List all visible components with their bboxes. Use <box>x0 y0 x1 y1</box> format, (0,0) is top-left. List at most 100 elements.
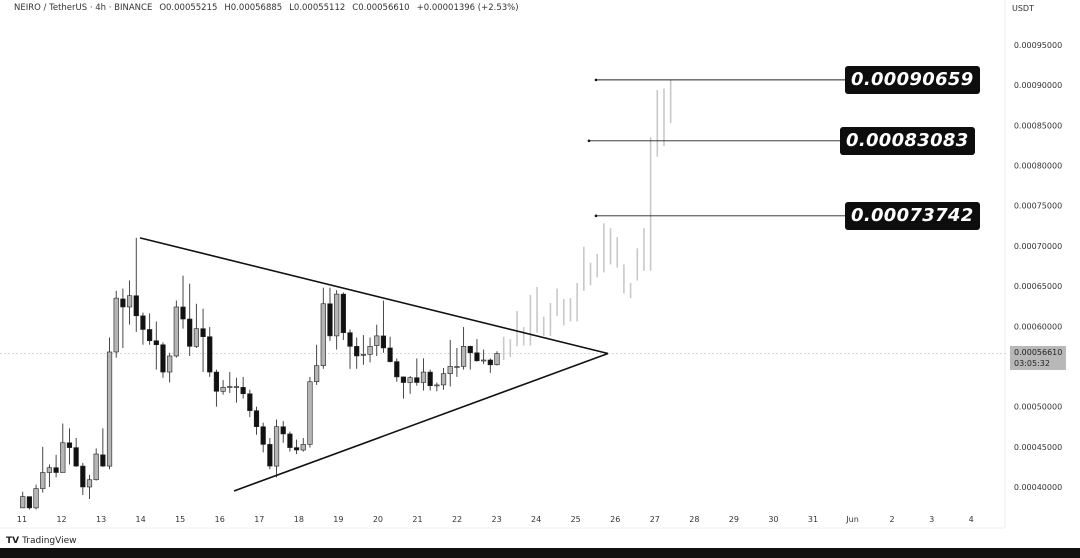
candle-bear <box>26 496 32 509</box>
candle-bull <box>106 351 113 467</box>
bar-countdown: 03:05:32 <box>1014 359 1050 368</box>
candle-bull <box>440 373 447 386</box>
candle-bull <box>434 384 440 387</box>
ohlc-low: L0.00055112 <box>289 3 346 13</box>
x-tick-label: 2 <box>890 515 895 524</box>
candle-bull <box>46 467 53 473</box>
y-tick-label: 0.00095000 <box>1014 41 1062 50</box>
candle-bear <box>120 298 126 308</box>
x-tick-label: 26 <box>610 515 620 524</box>
candle-bull <box>93 453 99 481</box>
candle-bull <box>227 386 233 388</box>
current-price-label: 0.00056610 03:05:32 <box>1010 346 1066 370</box>
candle-bear <box>253 410 260 428</box>
candle-bull <box>167 355 173 373</box>
candle-bull <box>300 444 306 451</box>
y-tick-label: 0.00060000 <box>1014 322 1062 331</box>
candle-bear <box>66 442 73 448</box>
candle-bear <box>153 340 159 346</box>
y-tick-label: 0.00065000 <box>1014 282 1062 291</box>
candle-bear <box>380 335 387 349</box>
y-tick-label: 0.00075000 <box>1014 202 1062 211</box>
currency-button[interactable]: USDT <box>1012 4 1034 13</box>
y-tick-label: 0.00085000 <box>1014 121 1062 130</box>
bottom-bar <box>0 548 1080 558</box>
candle-bear <box>487 359 493 366</box>
candle-bull <box>374 335 380 346</box>
candle-bull <box>307 381 313 445</box>
x-tick-label: 17 <box>254 515 264 524</box>
x-tick-label: 18 <box>294 515 304 524</box>
y-tick-label: 0.00070000 <box>1014 242 1062 251</box>
target-level-anchor <box>587 139 591 143</box>
x-tick-label: 15 <box>175 515 185 524</box>
candle-bull <box>360 354 366 356</box>
target-label-1: 0.00090659 <box>845 66 980 94</box>
candle-bull <box>320 303 326 366</box>
candle-bull <box>273 426 280 467</box>
candle-bear <box>287 433 293 448</box>
ohlc-close: C0.00056610 <box>352 3 410 13</box>
symbol-title[interactable]: NEIRO / TetherUS · 4h · BINANCE <box>14 3 153 13</box>
x-tick-label: 13 <box>96 515 106 524</box>
x-tick-label: 11 <box>17 515 27 524</box>
ohlc-open: O0.00055215 <box>159 3 218 13</box>
candle-bear <box>140 315 146 330</box>
candle-bear <box>394 361 400 378</box>
x-tick-label: 23 <box>492 515 502 524</box>
x-tick-label: 12 <box>56 515 66 524</box>
candle-bear <box>73 447 79 467</box>
candle-bull <box>220 387 226 392</box>
price-change: +0.00001396 (+2.53%) <box>416 3 519 13</box>
x-tick-label: 25 <box>571 515 581 524</box>
x-tick-label: 4 <box>969 515 974 524</box>
candle-bear <box>474 352 480 362</box>
y-tick-label: 0.00045000 <box>1014 443 1062 452</box>
y-tick-label: 0.00080000 <box>1014 162 1062 171</box>
x-tick-label: 3 <box>929 515 934 524</box>
x-tick-label: 31 <box>808 515 818 524</box>
x-tick-label: 21 <box>412 515 422 524</box>
x-tick-label: 28 <box>689 515 699 524</box>
candle-bull <box>33 488 39 509</box>
candle-bear <box>80 465 86 488</box>
candle-bear <box>213 371 220 392</box>
lower-trendline <box>233 352 609 492</box>
candle-bull <box>447 366 453 374</box>
candle-bull <box>407 377 413 383</box>
ohlc-high: H0.00056885 <box>224 3 283 13</box>
candle-bull <box>60 442 66 473</box>
candle-bull <box>40 472 46 489</box>
candle-bear <box>467 346 473 354</box>
candle-bear <box>293 447 300 451</box>
target-level-anchor <box>594 78 598 82</box>
x-tick-label: 29 <box>729 515 739 524</box>
candle-bull <box>193 328 199 347</box>
candle-bull <box>20 496 26 509</box>
candle-bear <box>147 329 153 342</box>
x-tick-label: Jun <box>845 515 859 524</box>
candle-bear <box>240 387 246 395</box>
candle-bear <box>280 426 286 435</box>
candle-bear <box>187 318 193 347</box>
candle-bull <box>334 293 340 337</box>
candle-bear <box>133 295 139 317</box>
candle-bear <box>247 393 253 411</box>
candle-bear <box>180 306 186 320</box>
candle-bear <box>100 454 106 467</box>
candle-bull <box>420 371 427 383</box>
tradingview-logo[interactable]: TV TradingView <box>6 536 77 546</box>
target-level-anchor <box>594 214 598 218</box>
candle-bear <box>260 426 266 445</box>
candle-bear <box>387 347 393 362</box>
target-label-3: 0.00073742 <box>845 202 980 230</box>
y-tick-label: 0.00040000 <box>1014 483 1062 492</box>
candle-bear <box>354 346 360 357</box>
candle-bull <box>367 346 373 355</box>
candle-bear <box>207 336 213 373</box>
candle-bear <box>160 344 166 373</box>
candle-bull <box>233 386 240 388</box>
candle-bull <box>460 346 467 367</box>
candle-bear <box>414 377 420 383</box>
